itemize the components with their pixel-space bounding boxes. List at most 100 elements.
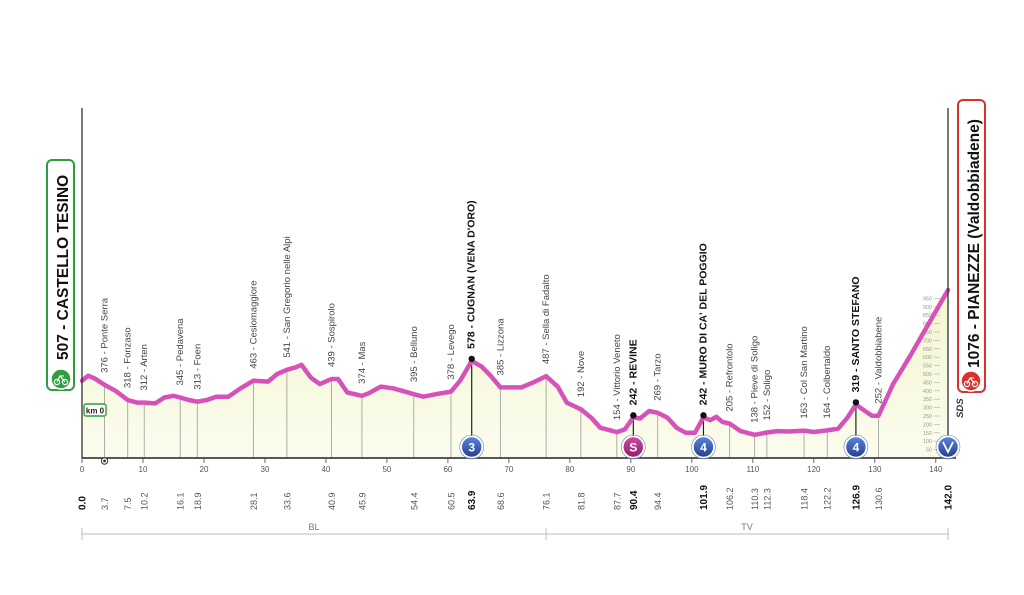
location-altitude: 152 — [762, 405, 773, 421]
location-label: 252 - Valdobbiabene — [873, 317, 884, 404]
location-label: 269 - Tarzo — [653, 353, 664, 400]
km-tick-label: 20 — [200, 465, 209, 474]
location-altitude: 385 — [495, 360, 506, 376]
location-altitude: 269 — [653, 385, 664, 401]
location-separator: - — [822, 394, 833, 402]
location-label: 163 - Col San Martino — [799, 326, 810, 418]
location-altitude: 319 — [850, 375, 862, 393]
climb-marker-ring — [843, 434, 869, 460]
location-label: 313 - Foen — [192, 344, 203, 390]
location-name: Pedavena — [175, 318, 186, 362]
location-separator: - — [100, 349, 111, 357]
location-altitude: 252 — [873, 388, 884, 404]
distance-label: 33.6 — [282, 492, 292, 510]
sprint-marker-circle — [622, 435, 645, 459]
location-label: 439 - Sospirolo — [326, 303, 337, 367]
bike-icon — [960, 370, 982, 392]
bike-icon-wheel — [53, 378, 61, 386]
km-zero-marker: km 0 — [83, 403, 109, 465]
location-name: Tarzo — [653, 353, 664, 376]
location-label: 319 - SANTO STEFANO — [850, 276, 862, 392]
altitude-tick-label: 100 — [923, 439, 932, 445]
climb-marker-circle — [692, 435, 715, 459]
altitude-tick-label: 350 — [923, 397, 932, 403]
start-name: CASTELLO TESINO — [55, 175, 72, 321]
location-label: 463 - Cesiomaggiore — [248, 281, 259, 369]
location-name: SANTO STEFANO — [850, 276, 862, 365]
altitude-tick-label: 950 — [923, 296, 932, 302]
altitude-tick-label: 550 — [923, 364, 932, 370]
finish-box: 1076 - PIANEZZE (Valdobbiadene) — [957, 99, 986, 393]
altitude-tick-label: 700 — [923, 338, 932, 344]
climb-marker-label: 4 — [700, 441, 707, 455]
start-title: 507 - CASTELLO TESINO — [55, 175, 72, 360]
altitude-tick-label: 500 — [923, 372, 932, 378]
bike-icon — [50, 368, 72, 390]
location-altitude: 487 — [541, 348, 552, 364]
location-name: Valdobbiabene — [873, 317, 884, 380]
climb-marker: 4 — [843, 434, 869, 460]
altitude-scale: 50 100 150 200 250 300 350 400 450 500 550 600 650 70… — [923, 296, 940, 454]
climb-marker: 3 — [459, 434, 485, 460]
summit-dot — [630, 412, 637, 419]
distance-label: 94.4 — [653, 492, 663, 510]
altitude-tick-label: 50 — [926, 448, 932, 454]
km-tick-label: 0 — [80, 465, 85, 474]
altitude-tick-label: 200 — [923, 422, 932, 428]
distance-label: 54.4 — [409, 492, 419, 510]
climb-marker-circle — [844, 435, 868, 459]
intermediate-point-dot — [103, 459, 106, 463]
profile-area — [82, 290, 948, 458]
location-label: 376 - Ponte Serra — [100, 297, 111, 373]
location-separator: - — [653, 377, 664, 385]
location-name: Cesiomaggiore — [248, 281, 259, 345]
location-separator: - — [192, 365, 203, 373]
location-altitude: 242 — [697, 388, 709, 406]
location-label: 378 - Levego — [446, 324, 457, 379]
start-frame — [46, 159, 75, 391]
km-tick-label: 70 — [504, 465, 513, 474]
distance-label: 122.2 — [823, 487, 833, 510]
distance-label: 10.2 — [140, 492, 150, 510]
km-zero-box — [83, 403, 107, 417]
location-name: Vittorio Veneto — [612, 334, 623, 396]
finish-title: 1076 - PIANEZZE (Valdobbiadene) — [966, 119, 983, 368]
distance-label: 60.5 — [446, 492, 456, 510]
location-label: 318 - Fonzaso — [123, 327, 134, 388]
distance-label: 118.4 — [800, 488, 810, 510]
climb-marker-label: 4 — [853, 441, 860, 455]
altitude-tick-label: 750 — [923, 330, 932, 336]
distance-label: 101.9 — [699, 485, 710, 510]
location-name: Ponte Serra — [100, 297, 111, 348]
bike-icon-frame — [56, 375, 66, 383]
location-name: Sella di Fadalto — [541, 274, 552, 339]
location-separator: - — [357, 360, 368, 368]
km-tick-label: 50 — [382, 465, 391, 474]
sprint-marker-ring — [621, 434, 646, 460]
summit-dot — [468, 355, 475, 363]
location-label: 487 - Sella di Fadalto — [541, 274, 552, 364]
location-separator: - — [697, 378, 709, 387]
location-altitude: 463 — [248, 353, 259, 369]
start-separator: - — [55, 320, 72, 334]
distance-label: 28.1 — [249, 492, 259, 510]
location-altitude: 374 — [357, 368, 368, 384]
km-tick-label: 130 — [868, 465, 882, 474]
location-altitude: 313 — [192, 374, 203, 390]
location-label: 345 - Pedavena — [175, 318, 186, 386]
distance-label: 76.1 — [542, 492, 552, 510]
location-separator: - — [576, 373, 587, 381]
location-altitude: 376 — [100, 357, 111, 373]
location-label: 242 - MURO DI CA' DEL POGGIO — [697, 243, 709, 405]
finish-marker-ring — [935, 434, 961, 460]
distance-label: 7.5 — [123, 497, 133, 510]
location-name: Pieve di Soligo — [750, 336, 761, 399]
distance-label: 40.9 — [327, 492, 337, 510]
location-separator: - — [873, 379, 884, 387]
location-altitude: 439 — [326, 351, 337, 367]
location-separator: - — [612, 396, 623, 404]
location-name: Colbertaldo — [822, 346, 833, 395]
distance-label: 90.4 — [629, 490, 640, 510]
